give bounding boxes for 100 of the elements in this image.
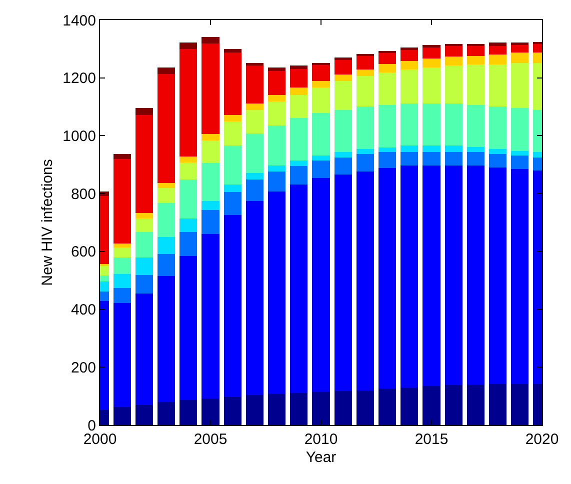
bar — [356, 390, 374, 425]
bar — [157, 202, 176, 237]
bar — [444, 146, 462, 152]
bar — [135, 213, 154, 218]
bar — [246, 103, 264, 110]
bar — [180, 179, 198, 218]
bar — [422, 67, 440, 104]
bar — [202, 398, 220, 425]
bar — [334, 174, 352, 392]
bar — [511, 156, 529, 169]
bar — [290, 69, 308, 88]
y-tick-label: 1200 — [62, 70, 96, 88]
bar — [444, 385, 462, 425]
bar — [488, 54, 507, 65]
bar — [511, 108, 529, 151]
bar — [113, 154, 131, 159]
bar — [334, 391, 352, 425]
bar — [180, 256, 198, 400]
bar — [356, 69, 374, 76]
bar — [400, 152, 418, 166]
bar — [378, 64, 396, 72]
y-tick-label: 200 — [70, 359, 96, 376]
bar — [180, 162, 198, 180]
bar — [356, 171, 374, 390]
bar — [246, 110, 264, 134]
bar — [400, 47, 418, 50]
bar — [400, 103, 418, 146]
bar — [466, 64, 485, 105]
bar — [268, 394, 286, 425]
bar — [356, 149, 374, 154]
bar — [488, 384, 507, 425]
bar — [268, 126, 286, 166]
bar — [444, 166, 462, 386]
bar — [290, 184, 308, 393]
bar — [224, 396, 242, 425]
bar — [157, 402, 176, 425]
bar — [202, 201, 220, 210]
x-tick-label: 2015 — [414, 431, 448, 448]
bar — [422, 152, 440, 166]
bar — [400, 69, 418, 104]
bar — [466, 152, 485, 166]
bar — [268, 166, 286, 172]
bar — [356, 76, 374, 106]
bar — [113, 258, 131, 274]
bar — [334, 59, 352, 74]
bar — [180, 156, 198, 162]
bar — [202, 140, 220, 163]
bar — [202, 234, 220, 398]
bar — [334, 152, 352, 158]
bar — [356, 154, 374, 172]
bar — [135, 293, 154, 406]
bar — [488, 42, 507, 46]
bar — [268, 102, 286, 126]
bar — [180, 42, 198, 50]
bar — [312, 80, 330, 88]
bar — [268, 71, 286, 95]
x-tick-label: 2005 — [194, 431, 228, 448]
bar — [378, 72, 396, 105]
bar — [157, 254, 176, 276]
bar — [312, 160, 330, 178]
bar — [113, 288, 131, 304]
bar — [444, 46, 462, 57]
bar — [224, 192, 242, 215]
x-axis-title: Year — [306, 449, 336, 466]
bar — [224, 214, 242, 397]
bar — [135, 258, 154, 275]
bar — [290, 392, 308, 425]
bar — [312, 156, 330, 161]
bar — [157, 188, 176, 203]
bar — [378, 52, 396, 64]
bar — [422, 47, 440, 58]
bar — [378, 152, 396, 168]
bar — [135, 405, 154, 425]
bar — [400, 61, 418, 70]
bar — [268, 171, 286, 192]
bar — [290, 87, 308, 95]
bar — [246, 179, 264, 202]
bar — [202, 162, 220, 202]
bar — [157, 68, 176, 74]
bar — [246, 66, 264, 104]
bar — [246, 173, 264, 180]
bar — [488, 167, 507, 384]
bar — [113, 303, 131, 407]
bar — [290, 118, 308, 161]
bar — [378, 168, 396, 389]
bar — [511, 52, 529, 63]
y-tick-label: 600 — [70, 244, 96, 261]
bar — [180, 232, 198, 256]
bar — [224, 49, 242, 52]
bar — [224, 52, 242, 115]
bar — [224, 145, 242, 185]
bar — [157, 74, 176, 183]
bar — [113, 158, 131, 244]
bar — [268, 191, 286, 394]
bar — [135, 218, 154, 232]
bar — [202, 210, 220, 234]
bar — [334, 110, 352, 152]
bar — [312, 113, 330, 156]
bar — [224, 184, 242, 192]
bar — [511, 168, 529, 384]
